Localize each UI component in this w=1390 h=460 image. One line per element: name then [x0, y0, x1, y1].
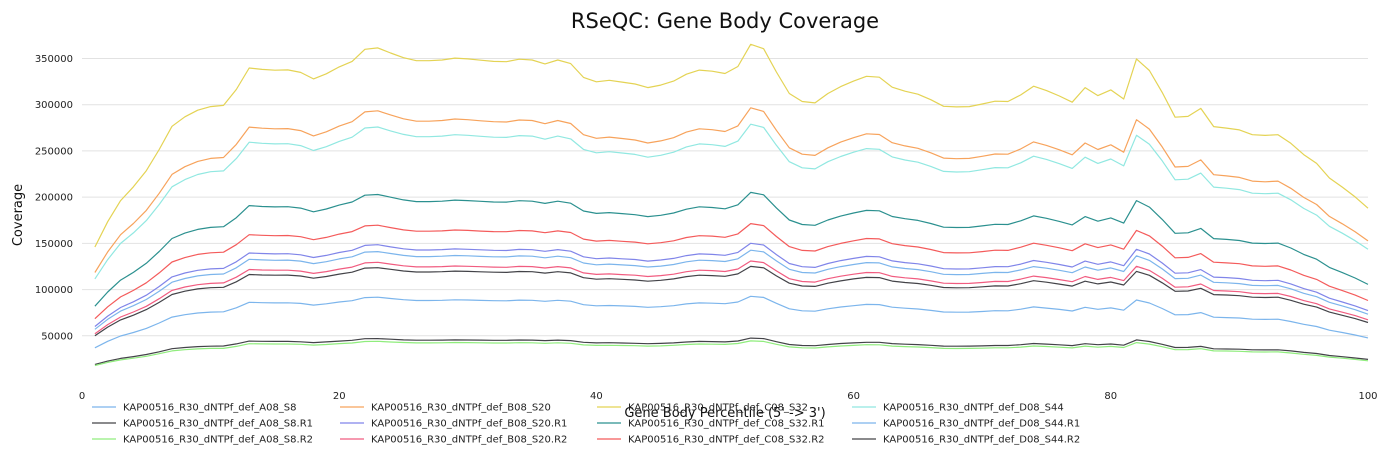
x-tick-label: 20	[333, 391, 346, 402]
series-lines	[94, 43, 1369, 367]
series-line	[94, 265, 1369, 337]
series-line	[94, 337, 1369, 365]
series-line	[94, 123, 1369, 280]
x-axis-label: Gene Body Percentile (5' -> 3')	[624, 406, 825, 421]
x-tick-label: 100	[1358, 391, 1377, 402]
y-tick-label: 200000	[35, 193, 73, 204]
x-tick-label: 60	[847, 391, 860, 402]
series-line	[94, 43, 1369, 248]
legend-label: KAP00516_R30_dNTPf_def_B08_S20.R1	[371, 419, 567, 430]
series-line	[94, 260, 1369, 335]
y-tick-label: 150000	[35, 239, 73, 250]
legend-label: KAP00516_R30_dNTPf_def_B08_S20.R2	[371, 435, 567, 446]
y-tick-label: 300000	[35, 100, 73, 111]
legend-label: KAP00516_R30_dNTPf_def_B08_S20	[371, 403, 551, 414]
chart-title: RSeQC: Gene Body Coverage	[571, 9, 879, 33]
legend-label: KAP00516_R30_dNTPf_def_A08_S8	[123, 403, 297, 414]
y-axis-label: Coverage	[11, 184, 26, 246]
legend-label: KAP00516_R30_dNTPf_def_D08_S44	[883, 403, 1064, 414]
y-axis-ticks: 50000 100000 150000 200000 250000 300000 35000…	[35, 54, 73, 342]
legend-label: KAP00516_R30_dNTPf_def_A08_S8.R1	[123, 419, 313, 430]
y-tick-label: 350000	[35, 54, 73, 65]
x-tick-label: 0	[79, 391, 85, 402]
grid-lines	[82, 57, 1368, 337]
series-line	[94, 249, 1369, 330]
series-line	[94, 191, 1369, 307]
legend-label: KAP00516_R30_dNTPf_def_C08_S32	[628, 403, 808, 414]
x-tick-label: 80	[1104, 391, 1117, 402]
legend-label: KAP00516_R30_dNTPf_def_A08_S8.R2	[123, 435, 313, 446]
series-line	[94, 223, 1369, 320]
y-tick-label: 250000	[35, 146, 73, 157]
legend-label: KAP00516_R30_dNTPf_def_D08_S44.R2	[883, 435, 1080, 446]
legend-label: KAP00516_R30_dNTPf_def_C08_S32.R2	[628, 435, 825, 446]
series-line	[94, 107, 1369, 273]
x-axis-ticks: 0 20 40 60 80 100	[79, 391, 1378, 402]
legend: KAP00516_R30_dNTPf_def_A08_S8 KAP00516_R3…	[92, 403, 1080, 446]
series-line	[94, 295, 1369, 349]
legend-label: KAP00516_R30_dNTPf_def_C08_S32.R1	[628, 419, 825, 430]
series-line	[94, 242, 1369, 327]
legend-label: KAP00516_R30_dNTPf_def_D08_S44.R1	[883, 419, 1080, 430]
y-tick-label: 50000	[41, 331, 73, 342]
x-tick-label: 40	[590, 391, 603, 402]
series-line	[94, 340, 1369, 367]
y-tick-label: 100000	[35, 285, 73, 296]
